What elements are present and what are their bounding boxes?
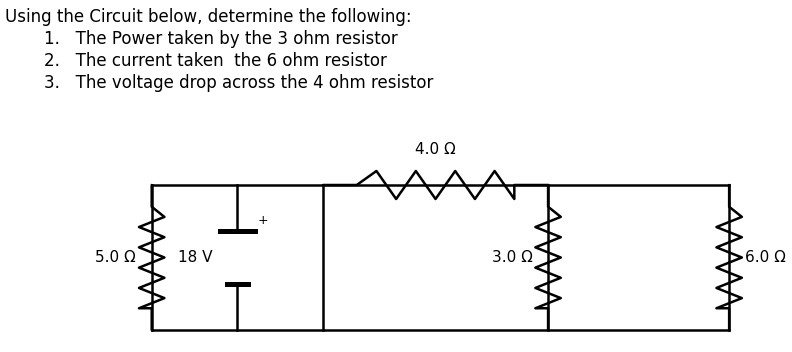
Text: 5.0 Ω: 5.0 Ω (95, 250, 136, 265)
Text: +: + (258, 214, 268, 227)
Text: 3.   The voltage drop across the 4 ohm resistor: 3. The voltage drop across the 4 ohm res… (44, 74, 433, 92)
Text: 2.   The current taken  the 6 ohm resistor: 2. The current taken the 6 ohm resistor (44, 52, 387, 70)
Text: 1.   The Power taken by the 3 ohm resistor: 1. The Power taken by the 3 ohm resistor (44, 30, 398, 48)
Text: 4.0 Ω: 4.0 Ω (415, 142, 456, 157)
Text: 3.0 Ω: 3.0 Ω (492, 250, 532, 265)
Text: 18 V: 18 V (178, 250, 213, 265)
Text: Using the Circuit below, determine the following:: Using the Circuit below, determine the f… (5, 8, 412, 26)
Text: 6.0 Ω: 6.0 Ω (744, 250, 786, 265)
